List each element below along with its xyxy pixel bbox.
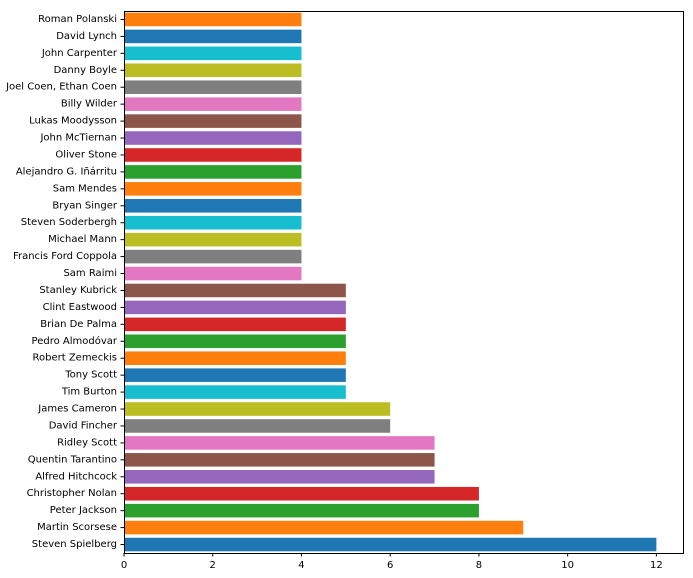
y-tick-label-alejandro-g-inarritu: Alejandro G. Iñárritu xyxy=(16,165,117,177)
y-tick-label-john-mctiernan: John McTiernan xyxy=(39,133,117,144)
bar-sam-raimi xyxy=(124,266,302,281)
y-tick-label-martin-scorsese: Martin Scorsese xyxy=(37,522,117,533)
y-tick-label-quentin-tarantino: Quentin Tarantino xyxy=(28,454,117,465)
bar-billy-wilder xyxy=(124,97,302,111)
y-tick-label-stanley-kubrick: Stanley Kubrick xyxy=(39,285,117,296)
y-tick-label-sam-raimi: Sam Raimi xyxy=(63,268,117,279)
bar-oliver-stone xyxy=(124,148,302,162)
x-tick-label-12: 12 xyxy=(650,560,663,571)
y-tick-label-billy-wilder: Billy Wilder xyxy=(61,99,118,110)
bar-danny-boyle xyxy=(124,63,302,78)
bar-martin-scorsese xyxy=(124,520,524,535)
y-tick-label-david-lynch: David Lynch xyxy=(56,31,117,42)
y-tick-label-francis-ford-coppola: Francis Ford Coppola xyxy=(13,251,117,262)
bar-john-carpenter xyxy=(124,46,302,61)
bar-michael-mann xyxy=(124,232,302,247)
bar-david-fincher xyxy=(124,419,391,433)
bar-sam-mendes xyxy=(124,182,302,196)
y-tick-label-pedro-almodovar: Pedro Almodóvar xyxy=(32,335,118,347)
x-tick-label-10: 10 xyxy=(561,560,574,571)
y-tick-label-clint-eastwood: Clint Eastwood xyxy=(43,302,117,313)
y-tick-label-steven-soderbergh: Steven Soderbergh xyxy=(21,217,117,228)
bar-peter-jackson xyxy=(124,503,479,518)
bar-alfred-hitchcock xyxy=(124,470,435,484)
y-tick-label-john-carpenter: John Carpenter xyxy=(41,48,118,59)
bar-ridley-scott xyxy=(124,436,435,450)
bar-john-mctiernan xyxy=(124,131,302,145)
y-tick-label-alfred-hitchcock: Alfred Hitchcock xyxy=(35,471,117,482)
x-tick-label-2: 2 xyxy=(210,560,216,571)
bar-quentin-tarantino xyxy=(124,453,435,467)
y-tick-label-bryan-singer: Bryan Singer xyxy=(52,200,117,211)
y-tick-label-brian-de-palma: Brian De Palma xyxy=(40,319,117,330)
y-tick-label-michael-mann: Michael Mann xyxy=(48,234,117,245)
y-tick-labels: Steven Spielberg Martin Scorsese Peter Jac… xyxy=(5,14,124,550)
y-tick-label-christopher-nolan: Christopher Nolan xyxy=(27,488,117,499)
bar-stanley-kubrick xyxy=(124,283,346,298)
bar-tony-scott xyxy=(124,368,346,382)
bar-clint-eastwood xyxy=(124,300,346,315)
bar-francis-ford-coppola xyxy=(124,249,302,264)
y-tick-label-david-fincher: David Fincher xyxy=(49,420,118,431)
x-tick-label-6: 6 xyxy=(387,560,393,571)
x-tick-label-4: 4 xyxy=(298,560,304,571)
bar-christopher-nolan xyxy=(124,486,479,501)
x-tick-label-8: 8 xyxy=(476,560,482,571)
bar-steven-soderbergh xyxy=(124,215,302,230)
bar-pedro-almodovar xyxy=(124,334,346,349)
y-tick-label-sam-mendes: Sam Mendes xyxy=(53,183,117,194)
y-tick-label-tim-burton: Tim Burton xyxy=(61,387,117,398)
bar-roman-polanski xyxy=(124,12,302,27)
bar-lukas-moodysson xyxy=(124,114,302,128)
y-tick-label-joel-coen-ethan-coen: Joel Coen, Ethan Coen xyxy=(5,82,117,93)
y-tick-label-ridley-scott: Ridley Scott xyxy=(57,437,117,448)
y-tick-label-lukas-moodysson: Lukas Moodysson xyxy=(29,116,117,127)
y-tick-label-oliver-stone: Oliver Stone xyxy=(55,149,117,160)
bar-robert-zemeckis xyxy=(124,351,346,365)
y-tick-label-peter-jackson: Peter Jackson xyxy=(50,505,117,516)
bar-steven-spielberg xyxy=(124,537,657,552)
y-tick-label-roman-polanski: Roman Polanski xyxy=(38,14,117,25)
x-ticks-group: 0 2 4 6 8 10 12 xyxy=(121,553,663,571)
bar-bryan-singer xyxy=(124,199,302,213)
bar-david-lynch xyxy=(124,29,302,44)
bar-tim-burton xyxy=(124,385,346,399)
bar-alejandro-g-inarritu xyxy=(124,165,302,179)
x-tick-label-0: 0 xyxy=(121,560,127,571)
bars-group xyxy=(124,12,657,552)
bar-brian-de-palma xyxy=(124,317,346,332)
y-tick-label-robert-zemeckis: Robert Zemeckis xyxy=(32,353,117,364)
y-tick-label-james-cameron: James Cameron xyxy=(37,404,117,415)
bar-james-cameron xyxy=(124,402,391,416)
plot-frame xyxy=(124,11,684,554)
bar-joel-coen-ethan-coen xyxy=(124,80,302,94)
y-tick-label-danny-boyle: Danny Boyle xyxy=(54,65,117,76)
y-tick-label-steven-spielberg: Steven Spielberg xyxy=(32,539,117,550)
y-tick-label-tony-scott: Tony Scott xyxy=(64,370,117,381)
